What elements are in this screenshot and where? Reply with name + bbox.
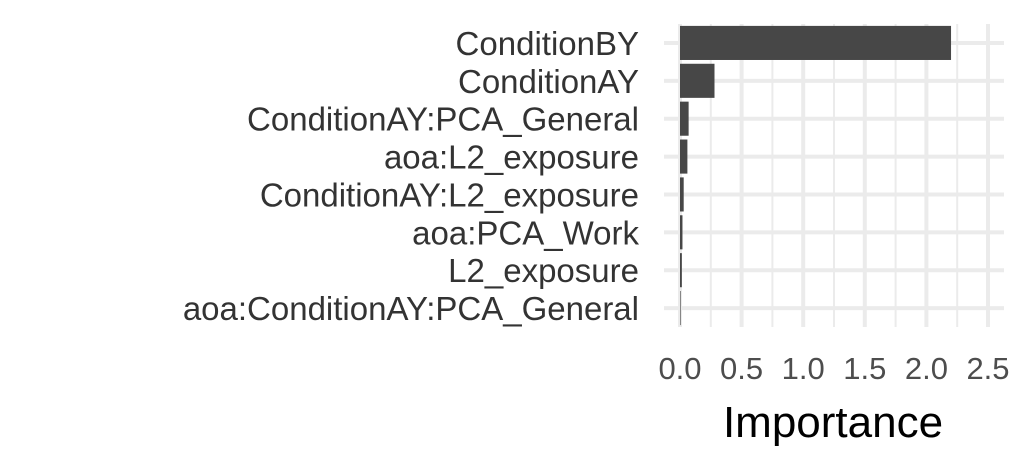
bar <box>680 253 682 288</box>
category-label: aoa:PCA_Work <box>412 214 639 251</box>
bar <box>680 139 688 174</box>
category-label: aoa:L2_exposure <box>384 139 639 176</box>
x-tick-label: 2.0 <box>905 351 948 386</box>
x-tick-label: 0.0 <box>658 351 701 386</box>
category-label: ConditionAY:L2_exposure <box>260 176 639 213</box>
bar <box>680 215 683 250</box>
minor-gridlines <box>709 24 959 327</box>
category-label: aoa:ConditionAY:PCA_General <box>183 290 639 327</box>
category-label: ConditionAY:PCA_General <box>247 101 639 138</box>
category-label: L2_exposure <box>448 252 639 289</box>
bar <box>680 63 715 98</box>
x-tick-label: 0.5 <box>720 351 763 386</box>
x-tick-label: 1.0 <box>782 351 825 386</box>
x-tick-labels: 0.0 0.5 1.0 1.5 2.0 2.5 <box>658 351 1009 386</box>
category-labels: ConditionBYConditionAYConditionAY:PCA_Ge… <box>183 25 640 327</box>
category-label: ConditionAY <box>458 63 639 100</box>
x-tick-label: 1.5 <box>843 351 886 386</box>
bar <box>680 177 684 212</box>
bar <box>680 291 681 326</box>
x-tick-label: 2.5 <box>966 351 1009 386</box>
x-axis-title: Importance <box>723 398 943 447</box>
bar <box>680 101 689 136</box>
bar <box>680 25 952 60</box>
bars <box>680 25 952 326</box>
category-label: ConditionBY <box>456 25 639 62</box>
